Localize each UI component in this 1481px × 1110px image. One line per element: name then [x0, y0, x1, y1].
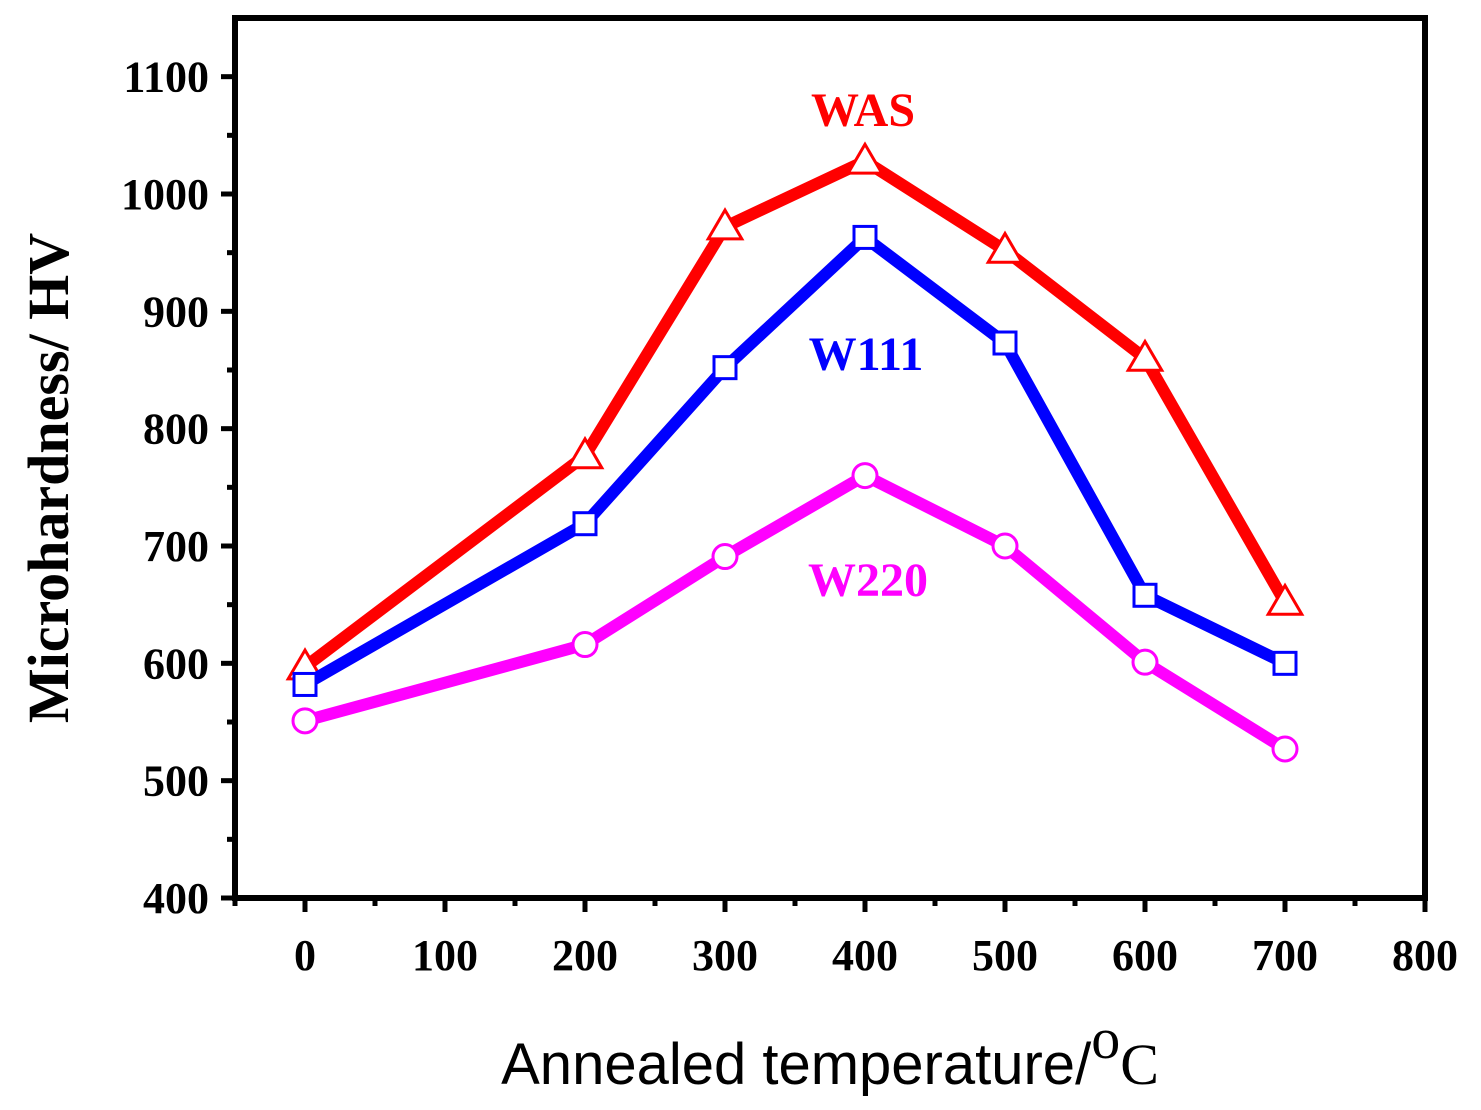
x-tick-label: 300 [692, 931, 758, 980]
x-axis-label-unit-sup: o [1091, 1006, 1120, 1071]
x-axis-label: Annealed temperature/oC [501, 1006, 1159, 1097]
data-point-triangle [985, 230, 1025, 264]
series-line-w220 [303, 468, 1289, 755]
data-point-square [852, 224, 878, 250]
y-tick-label: 1100 [123, 53, 209, 102]
x-tick-label: 500 [972, 931, 1038, 980]
series-w111: W111 [292, 224, 1298, 697]
labels-layer: Microhardness/ HV Annealed temperature/o… [16, 233, 1159, 1097]
x-tick-label: 700 [1252, 931, 1318, 980]
data-point-circle [291, 707, 319, 735]
data-point-square [292, 671, 318, 697]
x-tick-label: 0 [294, 931, 316, 980]
data-point-square [1132, 582, 1158, 608]
data-point-circle [711, 543, 739, 571]
series-w220: W220 [291, 462, 1299, 763]
y-tick-label: 800 [143, 405, 209, 454]
y-axis-label: Microhardness/ HV [16, 233, 81, 723]
axes: 0 100 200 300 400 500 600 700 800 400 500 600 700 800… [121, 15, 1458, 980]
series-label-w111: W111 [809, 328, 924, 381]
series-layer: WAS W111 W220 [285, 84, 1305, 763]
data-point-triangle [565, 435, 605, 470]
y-tick-label: 400 [143, 874, 209, 923]
series-label-w220: W220 [808, 554, 928, 607]
x-axis-label-unit: C [1120, 1032, 1159, 1097]
data-point-square [992, 330, 1018, 356]
x-tick-label: 800 [1392, 931, 1458, 980]
data-point-square [712, 355, 738, 381]
series-line-w111 [302, 229, 1288, 690]
y-tick-label: 600 [143, 639, 209, 688]
y-tick-label: 1000 [121, 170, 209, 219]
x-tick-label: 600 [1112, 931, 1178, 980]
data-point-triangle [705, 207, 745, 241]
y-tick-label: 900 [143, 287, 209, 336]
data-point-circle [1131, 648, 1159, 676]
data-point-triangle [845, 141, 885, 175]
series-label-was: WAS [811, 84, 915, 137]
x-tick-label: 400 [832, 931, 898, 980]
y-tick-label: 500 [143, 757, 209, 806]
data-point-square [1272, 650, 1298, 676]
data-point-triangle [1125, 338, 1165, 372]
data-point-triangle [1265, 582, 1305, 616]
data-point-circle [571, 631, 599, 659]
x-tick-label: 100 [412, 931, 478, 980]
plot-frame [232, 15, 1428, 901]
data-point-square [572, 511, 598, 537]
data-point-circle [991, 532, 1019, 560]
data-point-circle [1271, 735, 1299, 763]
series-was: WAS [285, 84, 1305, 681]
data-point-circle [851, 462, 879, 490]
x-tick-label: 200 [552, 931, 618, 980]
x-axis-label-text: Annealed temperature/ [501, 1032, 1092, 1097]
y-tick-label: 700 [143, 522, 209, 571]
